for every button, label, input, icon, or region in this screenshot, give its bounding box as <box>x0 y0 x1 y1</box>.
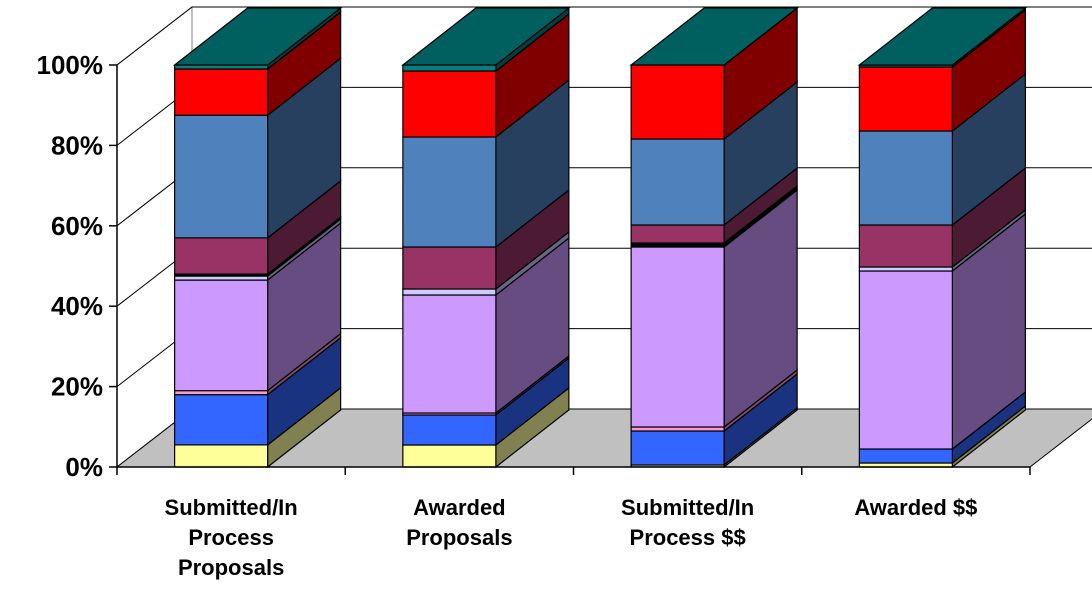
bar-segment <box>174 237 269 275</box>
bar-stack-3 <box>629 6 799 469</box>
x-category-label: Submitted/In Process Proposals <box>165 495 298 580</box>
x-axis-category-labels: Submitted/In Process Proposals Awarded Propo… <box>165 495 978 580</box>
axes <box>109 64 1031 475</box>
x-category-label-line: Process $$ <box>630 525 746 550</box>
y-tick-label: 0% <box>65 452 103 482</box>
bar-stack-1 <box>172 6 343 469</box>
bar-segment <box>174 114 269 239</box>
bar-segment <box>858 130 953 226</box>
bar-segment <box>402 288 497 296</box>
x-category-label: Awarded Proposals <box>406 495 512 550</box>
x-category-label: Awarded $$ <box>854 495 977 520</box>
bar-segment <box>174 390 269 396</box>
bar-segment <box>630 224 725 244</box>
bar-segment <box>630 242 725 248</box>
y-tick-label: 20% <box>51 372 103 402</box>
bar-segment <box>858 448 953 464</box>
bar-segment <box>402 136 497 248</box>
y-tick-label: 40% <box>51 291 103 321</box>
bar-segment <box>858 270 953 450</box>
y-tick-label: 100% <box>37 50 104 80</box>
bar-segment <box>858 224 953 268</box>
bar-segment <box>630 430 725 466</box>
bar-segment <box>174 394 269 446</box>
x-category-label-line: Awarded $$ <box>854 495 977 520</box>
bar-segment <box>174 279 269 392</box>
bar-segment <box>402 414 497 446</box>
gridline <box>116 6 1092 66</box>
x-category-label-line: Submitted/In <box>621 495 754 520</box>
bar-segment <box>174 64 269 70</box>
bar-top-face <box>401 7 571 66</box>
bar-segment <box>174 275 269 281</box>
bar-segment <box>174 444 269 468</box>
bar-top-face <box>172 7 343 66</box>
bar-segment <box>630 246 725 428</box>
x-category-label: Submitted/In Process $$ <box>621 495 754 550</box>
y-axis-tick-labels: 0% 20% 40% 60% 80% 100% <box>37 50 104 482</box>
bar-top-face <box>629 7 799 66</box>
bar-segment <box>630 138 725 226</box>
bar-stack-group <box>172 6 1028 469</box>
y-tick-label: 60% <box>51 211 103 241</box>
x-category-label-line: Proposals <box>406 525 512 550</box>
bar-segment <box>174 68 269 116</box>
bar-segment <box>402 70 497 138</box>
x-category-label-line: Process <box>188 525 274 550</box>
bar-segment <box>402 444 497 468</box>
bar-segment <box>630 64 725 140</box>
bar-stack-4 <box>857 6 1028 469</box>
bar-top-face <box>857 7 1028 66</box>
bar-segment <box>402 294 497 414</box>
x-category-label-line: Submitted/In <box>165 495 298 520</box>
x-category-label-line: Awarded <box>413 495 506 520</box>
bar-segment <box>402 64 497 72</box>
y-tick-label: 80% <box>51 130 103 160</box>
bar-segment <box>630 426 725 432</box>
bar-segment <box>858 66 953 132</box>
bar-stack-2 <box>401 6 571 469</box>
bar-segment <box>402 246 497 290</box>
bar-segment <box>858 266 953 272</box>
x-category-label-line: Proposals <box>178 555 284 580</box>
